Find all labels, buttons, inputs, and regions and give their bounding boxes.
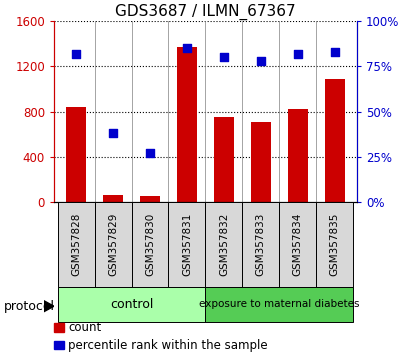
Text: GSM357835: GSM357835 [330, 212, 340, 276]
Bar [288, 109, 308, 202]
Text: GSM357829: GSM357829 [108, 212, 118, 276]
Bar [168, 202, 205, 287]
Bar [242, 202, 279, 287]
Point [295, 51, 301, 57]
Bar [205, 202, 242, 287]
Bar [325, 79, 345, 202]
Point [146, 150, 153, 156]
Bar [58, 202, 95, 287]
Text: GSM357833: GSM357833 [256, 212, 266, 276]
Point [258, 58, 264, 64]
Title: GDS3687 / ILMN_67367: GDS3687 / ILMN_67367 [115, 4, 296, 20]
Text: control: control [110, 298, 153, 311]
Text: protocol: protocol [4, 300, 55, 313]
Bar [140, 195, 160, 202]
Point [183, 46, 190, 51]
Bar [205, 287, 353, 322]
Bar [279, 202, 316, 287]
Text: GSM357834: GSM357834 [293, 212, 303, 276]
Text: GSM357828: GSM357828 [71, 212, 81, 276]
Bar [132, 202, 168, 287]
Point [221, 55, 227, 60]
Point [332, 49, 338, 55]
Point [73, 51, 79, 57]
Point [110, 130, 116, 136]
Bar [251, 122, 271, 202]
Text: exposure to maternal diabetes: exposure to maternal diabetes [199, 299, 359, 309]
Bar [316, 202, 353, 287]
Bar [66, 107, 86, 202]
Text: GSM357831: GSM357831 [182, 212, 192, 276]
Bar [177, 47, 197, 202]
Bar [214, 117, 234, 202]
Text: count: count [68, 321, 102, 334]
Bar [95, 202, 132, 287]
Text: percentile rank within the sample: percentile rank within the sample [68, 339, 268, 352]
Polygon shape [44, 301, 54, 312]
Bar [103, 195, 123, 202]
Bar [58, 287, 205, 322]
Text: GSM357832: GSM357832 [219, 212, 229, 276]
Text: GSM357830: GSM357830 [145, 213, 155, 276]
